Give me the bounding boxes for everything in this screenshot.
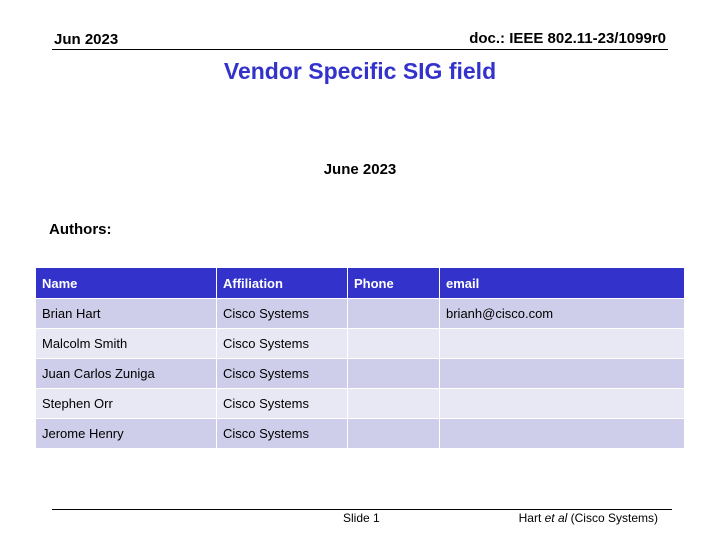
author-affiliation: Cisco Systems [216,418,348,449]
slide-title: Vendor Specific SIG field [223,58,497,84]
table-row: Brian Hart Cisco Systems brianh@cisco.co… [35,298,685,329]
header-doc-id: doc.: IEEE 802.11-23/1099r0 [469,30,666,47]
author-name: Jerome Henry [35,418,217,449]
footer-author-org: (Cisco Systems) [567,511,658,525]
author-affiliation: Cisco Systems [216,328,348,359]
table-row: Stephen Orr Cisco Systems [35,388,685,419]
author-name: Brian Hart [35,298,217,329]
table-row: Juan Carlos Zuniga Cisco Systems [35,358,685,389]
author-phone [347,418,440,449]
author-phone [347,328,440,359]
column-header-email: email [439,267,685,299]
column-header-affiliation: Affiliation [216,267,348,299]
footer-author-etal: et al [544,511,568,525]
table-header-row: Name Affiliation Phone email [35,267,685,299]
author-name: Stephen Orr [35,388,217,419]
table-row: Malcolm Smith Cisco Systems [35,328,685,359]
authors-label: Authors: [49,221,112,238]
header-date: Jun 2023 [54,31,119,48]
author-phone [347,298,440,329]
author-email [439,388,685,419]
author-name: Malcolm Smith [35,328,217,359]
footer-author-name: Hart [518,511,545,525]
footer-divider [52,509,672,510]
footer-author: Hart et al (Cisco Systems) [519,511,658,525]
author-phone [347,388,440,419]
author-email [439,328,685,359]
author-affiliation: Cisco Systems [216,358,348,389]
header-divider [52,49,668,50]
author-affiliation: Cisco Systems [216,388,348,419]
author-email [439,358,685,389]
presentation-date: June 2023 [323,161,397,178]
slide-number: Slide 1 [343,511,380,525]
author-name: Juan Carlos Zuniga [35,358,217,389]
authors-table: Name Affiliation Phone email Brian Hart … [35,267,685,449]
column-header-name: Name [35,267,217,299]
table-row: Jerome Henry Cisco Systems [35,418,685,449]
author-email: brianh@cisco.com [439,298,685,329]
author-email [439,418,685,449]
author-affiliation: Cisco Systems [216,298,348,329]
column-header-phone: Phone [347,267,440,299]
author-phone [347,358,440,389]
